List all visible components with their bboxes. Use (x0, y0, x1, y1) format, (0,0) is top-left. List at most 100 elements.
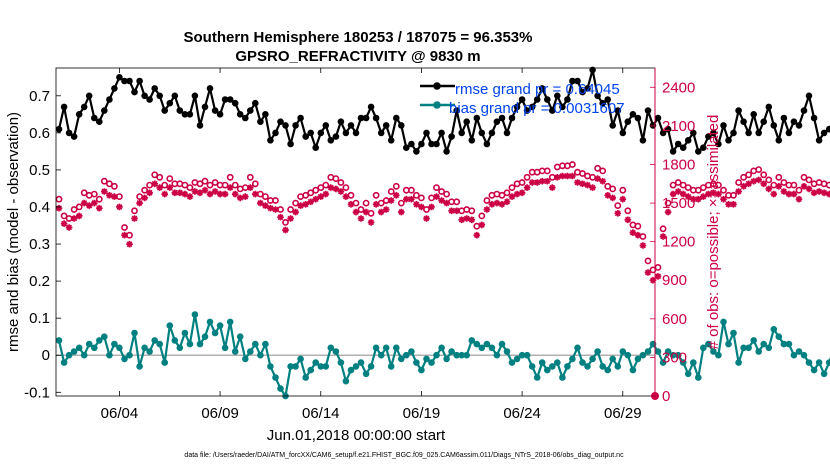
rmse-point (186, 111, 194, 118)
obs-possible-marker (619, 186, 627, 194)
obs-assimilated-marker (820, 189, 828, 197)
ticks-layer: -0.1 0 0.1 0.2 0.3 0.4 0.5 0.6 0.7 0 300 600 900 1200… (24, 68, 695, 422)
rmse-point (684, 137, 692, 144)
obs-possible-marker (181, 181, 189, 189)
rmse-point (126, 77, 133, 85)
rmse-point (664, 125, 672, 133)
obs-possible-marker (302, 191, 310, 199)
bias-point (337, 359, 345, 366)
obs-assimilated-marker (337, 188, 345, 195)
obs-assimilated-marker (136, 199, 143, 207)
bias-point (659, 359, 667, 366)
obs-assimilated-marker (684, 193, 692, 200)
obs-assimilated-marker (468, 216, 476, 224)
y-tick-left-label: 0.2 (29, 273, 50, 290)
obs-possible-marker (760, 171, 768, 179)
bias-point (730, 329, 737, 337)
rmse-point (715, 140, 722, 148)
obs-assimilated-marker (639, 242, 647, 249)
obs-assimilated-marker (297, 202, 304, 209)
rmse-point (533, 96, 541, 103)
legend-rmse-label: rmse grand pr = 0.64045 (455, 81, 620, 98)
obs-assimilated-marker (634, 231, 642, 239)
rmse-point (740, 118, 747, 125)
rmse-point (297, 114, 304, 122)
bias-point (780, 340, 788, 348)
bias-point (236, 333, 244, 341)
rmse-point (669, 148, 677, 155)
rmse-point (75, 111, 83, 118)
obs-possible-marker (201, 177, 209, 185)
obs-possible-marker (307, 189, 315, 197)
bias-point (347, 366, 355, 374)
rmse-point (599, 99, 606, 107)
obs-assimilated-marker (166, 184, 174, 191)
obs-possible-marker (674, 179, 682, 186)
rmse-point (639, 137, 647, 144)
obs-assimilated-marker (307, 198, 314, 206)
rmse-point (775, 137, 783, 144)
obs-assimilated-marker (629, 229, 637, 236)
obs-possible-marker (251, 180, 259, 188)
rmse-point (634, 114, 642, 122)
obs-assimilated-marker (730, 201, 737, 208)
obs-assimilated-marker (342, 193, 350, 200)
legend-rmse-marker (433, 82, 441, 90)
rmse-point (262, 111, 269, 118)
rmse-point (483, 140, 491, 148)
bias-point (483, 340, 491, 348)
obs-assimilated-marker (327, 184, 335, 191)
bias-point (398, 355, 405, 363)
obs-assimilated-marker (498, 201, 506, 208)
y-tick-right-label: 900 (662, 272, 687, 289)
obs-assimilated-marker (372, 201, 380, 208)
obs-count-layer (55, 161, 830, 400)
obs-possible-marker (75, 203, 83, 211)
rmse-point (337, 118, 345, 125)
obs-assimilated-marker (760, 180, 767, 188)
rmse-point (674, 140, 682, 148)
bias-point (604, 366, 611, 374)
obs-possible-marker (684, 184, 692, 191)
obs-assimilated-marker (735, 188, 742, 195)
rmse-point (443, 148, 450, 155)
bias-point (785, 340, 793, 348)
obs-assimilated-marker (236, 194, 244, 202)
y-tick-left-label: 0.7 (29, 88, 50, 105)
bias-point (302, 374, 310, 381)
rmse-point (408, 140, 415, 148)
bias-point (176, 344, 184, 352)
obs-assimilated-marker (302, 201, 309, 208)
obs-assimilated-marker (488, 201, 496, 208)
bias-point (664, 348, 672, 355)
bias-point (453, 351, 461, 359)
rmse-point (609, 122, 616, 129)
bias-point (367, 363, 375, 370)
x-tick-label: 06/24 (503, 405, 541, 422)
bias-point (684, 370, 692, 378)
bias-point (458, 351, 466, 359)
obs-possible-marker (654, 263, 662, 271)
rmse-point (815, 137, 823, 144)
rmse-point (211, 107, 219, 114)
bias-point (221, 344, 229, 352)
obs-possible-marker (292, 199, 299, 207)
rmse-point (357, 114, 365, 122)
obs-assimilated-marker (810, 189, 818, 197)
rmse-point (292, 122, 299, 129)
obs-assimilated-marker (715, 190, 722, 198)
rmse-point (171, 92, 179, 100)
rmse-point (513, 103, 521, 111)
obs-possible-marker (765, 176, 773, 184)
rmse-point (629, 111, 637, 118)
obs-possible-marker (80, 189, 88, 197)
rmse-point (221, 96, 229, 103)
rmse-point (518, 96, 526, 103)
bias-point (372, 344, 380, 352)
obs-assimilated-marker (106, 192, 113, 199)
bias-point (272, 374, 279, 381)
y-axis-left-label: rmse and bias (model - observation) (5, 112, 22, 352)
bias-point (599, 363, 606, 370)
obs-assimilated-marker (513, 190, 521, 198)
rmse-point (614, 107, 622, 114)
